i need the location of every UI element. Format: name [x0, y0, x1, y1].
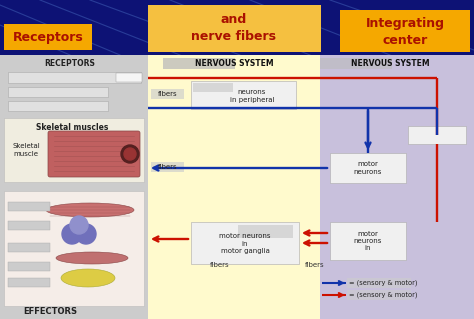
- Bar: [8, 243, 50, 252]
- Bar: [151, 162, 184, 172]
- Circle shape: [76, 224, 96, 244]
- Bar: [8, 278, 50, 287]
- Bar: [320, 58, 392, 69]
- Text: Receptors: Receptors: [13, 32, 83, 44]
- Text: = (sensory & motor): = (sensory & motor): [349, 280, 418, 286]
- Bar: [4, 118, 144, 182]
- Text: = (sensory & motor): = (sensory & motor): [349, 292, 418, 298]
- Bar: [191, 81, 296, 109]
- Bar: [330, 222, 406, 260]
- Text: RECEPTORS: RECEPTORS: [45, 58, 95, 68]
- Text: motor neurons
in
motor ganglia: motor neurons in motor ganglia: [219, 234, 271, 255]
- Text: motor
neurons
in: motor neurons in: [354, 231, 382, 251]
- Bar: [148, 5, 321, 52]
- Bar: [4, 191, 144, 306]
- Text: fibers: fibers: [158, 91, 178, 97]
- Text: Skeletal
muscle: Skeletal muscle: [12, 143, 40, 157]
- Ellipse shape: [61, 269, 115, 287]
- Text: fibers: fibers: [210, 262, 230, 268]
- Circle shape: [70, 216, 88, 234]
- Bar: [408, 126, 466, 144]
- Bar: [340, 10, 470, 52]
- Text: neurons
in peripheral: neurons in peripheral: [230, 89, 274, 103]
- Text: fibers: fibers: [158, 164, 178, 170]
- Text: and
nerve fibers: and nerve fibers: [191, 13, 276, 43]
- Text: fibers: fibers: [305, 262, 325, 268]
- Circle shape: [124, 148, 136, 160]
- Text: motor
neurons: motor neurons: [354, 161, 382, 175]
- FancyBboxPatch shape: [48, 131, 140, 177]
- Bar: [330, 153, 406, 183]
- Bar: [347, 278, 411, 288]
- Text: NERVOUS SYSTEM: NERVOUS SYSTEM: [351, 58, 429, 68]
- Bar: [8, 221, 50, 230]
- Bar: [347, 290, 411, 300]
- Bar: [8, 202, 50, 211]
- Bar: [4, 24, 92, 50]
- Bar: [163, 58, 235, 69]
- Bar: [8, 87, 108, 97]
- Bar: [191, 222, 299, 264]
- Text: Integrating
center: Integrating center: [365, 17, 445, 47]
- Bar: [238, 225, 293, 238]
- Circle shape: [121, 145, 139, 163]
- Bar: [8, 262, 50, 271]
- Bar: [116, 73, 142, 82]
- Ellipse shape: [56, 252, 128, 264]
- Text: NERVOUS SYSTEM: NERVOUS SYSTEM: [195, 58, 273, 68]
- Bar: [148, 55, 320, 319]
- Bar: [0, 55, 148, 319]
- Text: Skeletal muscles: Skeletal muscles: [36, 122, 108, 131]
- Circle shape: [62, 224, 82, 244]
- Ellipse shape: [46, 203, 134, 217]
- Text: EFFECTORS: EFFECTORS: [23, 307, 77, 315]
- Bar: [193, 83, 233, 92]
- Bar: [8, 72, 141, 83]
- Bar: [320, 55, 474, 319]
- Bar: [8, 101, 108, 111]
- Bar: [151, 89, 184, 99]
